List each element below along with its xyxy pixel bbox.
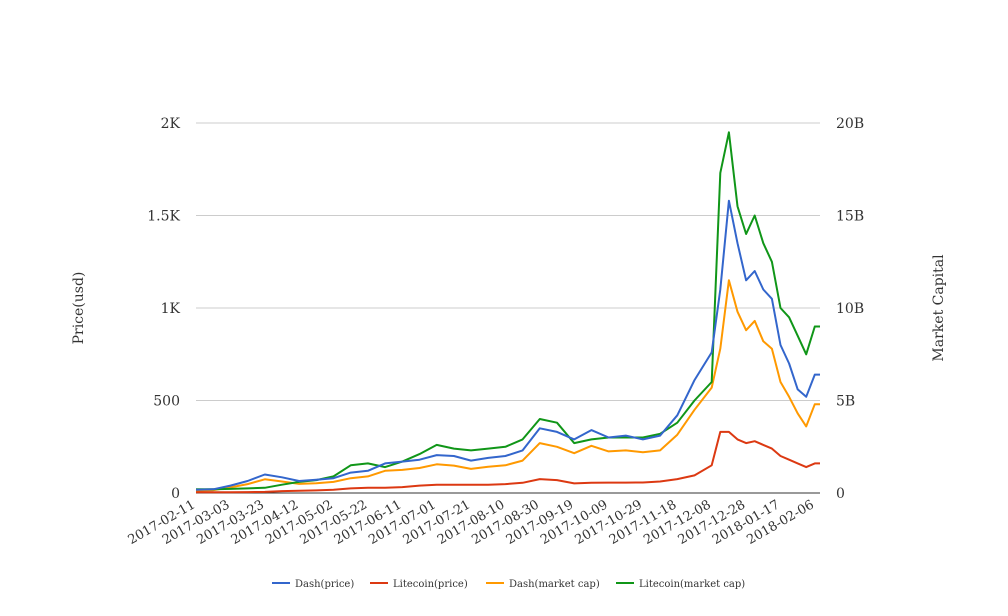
y-axis-right-title: Market Capital (931, 254, 947, 362)
legend: Dash(price) Litecoin(price) Dash(market ca… (272, 579, 745, 590)
y-left-tick-label: 2K (161, 116, 181, 132)
legend-label: Dash(price) (295, 579, 354, 590)
y-right-tick-label: 5B (836, 394, 855, 410)
series-lines (195, 131, 820, 494)
y-right-tick-label: 10B (836, 301, 864, 317)
gridlines (196, 122, 820, 494)
y-axis-right-ticks: 0 5B 10B 15B 20B (836, 116, 864, 502)
legend-label: Litecoin(market cap) (639, 579, 745, 590)
y-left-tick-label: 0 (171, 486, 180, 502)
legend-label: Litecoin(price) (393, 579, 468, 590)
y-right-tick-label: 20B (836, 116, 864, 132)
series-line-litecoin-market-cap (196, 131, 820, 491)
y-right-tick-label: 15B (836, 209, 864, 225)
y-left-tick-label: 1K (161, 301, 181, 317)
series-line-dash-price (195, 199, 820, 491)
legend-label: Dash(market cap) (509, 579, 600, 590)
series-line-litecoin-price (196, 430, 820, 494)
y-left-tick-label: 500 (153, 394, 180, 410)
y-axis-left-title: Price(usd) (71, 272, 87, 345)
y-right-tick-label: 0 (836, 486, 845, 502)
series-line-dash-market-cap (195, 279, 820, 492)
x-axis-ticks: 2017-02-112017-03-032017-03-232017-04-12… (126, 497, 817, 547)
y-left-tick-label: 1.5K (147, 209, 180, 225)
y-axis-left-ticks: 0 500 1K 1.5K 2K (147, 116, 180, 502)
